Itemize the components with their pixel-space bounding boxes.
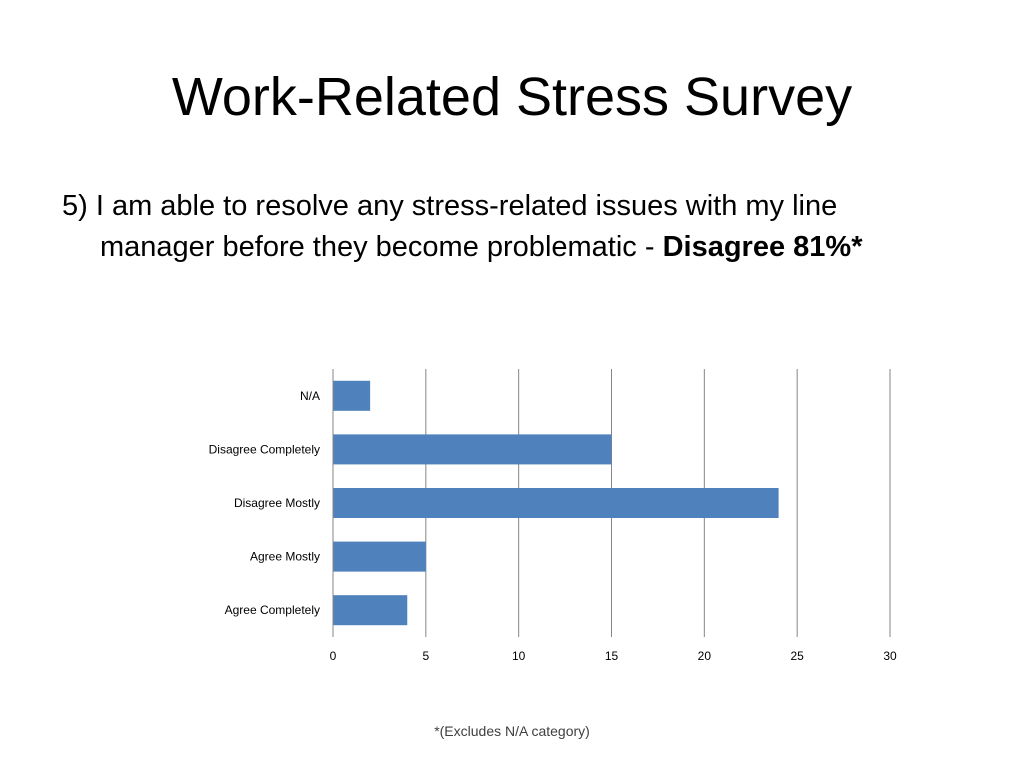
question-emphasis: Disagree 81%* <box>662 231 863 263</box>
x-tick-label: 10 <box>512 649 526 663</box>
x-tick-label: 0 <box>330 649 337 663</box>
question-line-2: manager before they become problematic - <box>100 231 663 263</box>
question-text: 5) I am able to resolve any stress-relat… <box>62 186 942 268</box>
category-label: Agree Completely <box>225 603 320 617</box>
bar <box>333 487 779 519</box>
category-label: N/A <box>300 389 320 403</box>
bar <box>333 434 612 465</box>
category-label: Agree Mostly <box>250 550 320 564</box>
question-line-1: 5) I am able to resolve any stress-relat… <box>62 190 838 222</box>
x-tick-label: 25 <box>790 649 804 663</box>
x-tick-label: 5 <box>422 649 429 663</box>
question-line-2-wrapper: manager before they become problematic -… <box>62 227 942 268</box>
bar <box>333 380 371 411</box>
x-tick-label: 30 <box>883 649 897 663</box>
bar <box>333 541 426 572</box>
category-label: Disagree Mostly <box>234 496 320 510</box>
category-label: Disagree Completely <box>209 442 320 456</box>
slide-title: Work-Related Stress Survey <box>171 67 853 127</box>
footnote: *(Excludes N/A category) <box>434 723 590 739</box>
bar <box>333 595 408 626</box>
x-tick-label: 20 <box>698 649 712 663</box>
x-tick-label: 15 <box>605 649 619 663</box>
